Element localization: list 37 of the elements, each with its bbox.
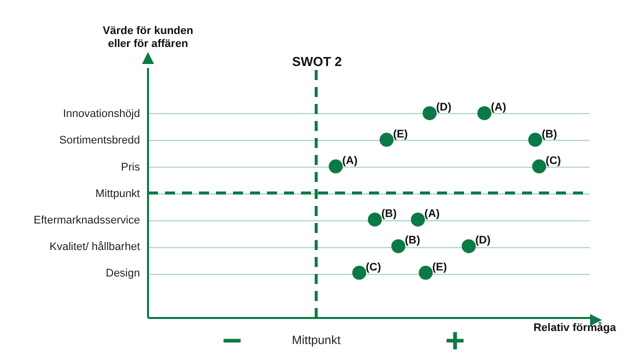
series-label: (E) [432, 261, 448, 274]
text: (B) [381, 208, 397, 220]
chart-title: SWOT 2 [292, 54, 342, 69]
point [328, 159, 343, 174]
text: (B) [542, 128, 558, 140]
point [477, 106, 492, 120]
y-tick-label: Pris [121, 161, 140, 174]
text: − [222, 322, 242, 360]
point [391, 239, 406, 254]
point [410, 212, 425, 227]
text: (E) [393, 128, 408, 140]
series-label: (D) [475, 234, 491, 247]
y-tick-label: Design [106, 268, 140, 280]
point [352, 266, 366, 280]
y-tick-label: Kvalitet/ hållbarhet [50, 241, 140, 254]
point [422, 106, 437, 120]
point [418, 266, 433, 280]
point [368, 212, 382, 227]
text: + [445, 322, 465, 360]
series-label: (B) [404, 234, 420, 247]
text: (A) [424, 208, 440, 220]
point [462, 239, 476, 254]
text: (D) [436, 102, 452, 114]
ref-line-label: Mittpunkt [292, 333, 342, 347]
point [532, 159, 546, 174]
series-label: (C) [366, 261, 382, 274]
series-label: (A) [490, 102, 507, 114]
y-tick-label: Eftermarknadsservice [34, 214, 140, 226]
y-tick-label: Innovationshöjd [62, 108, 140, 120]
point [528, 132, 542, 147]
y-axis-title: Värde för kunden eller för affären [102, 25, 194, 50]
point [380, 132, 394, 147]
x-axis-title: Relativ förmåga [533, 321, 617, 334]
y-tick-label: Sortimentsbredd [59, 134, 140, 147]
y-tick-label: Mittpunkt [95, 188, 140, 200]
text: (A) [342, 154, 358, 167]
text: (C) [546, 154, 561, 167]
